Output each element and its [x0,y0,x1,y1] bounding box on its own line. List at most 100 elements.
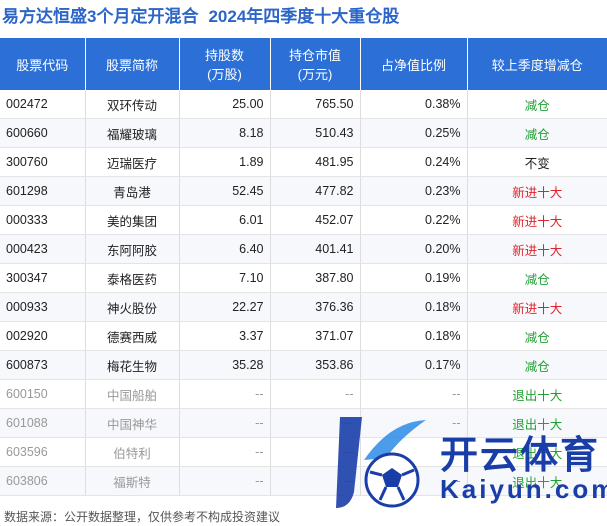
cell-name: 伯特利 [85,437,180,467]
cell-shares: 6.01 [179,205,271,235]
cell-value: 477.82 [270,176,361,206]
cell-change: 退出十大 [467,379,607,409]
cell-name: 福斯特 [85,466,180,496]
soccer-ball-k-logo-icon [336,417,426,508]
cell-value: 452.07 [270,205,361,235]
column-header: 持仓市值 (万元) [270,38,361,90]
cell-name: 美的集团 [85,205,180,235]
cell-shares: -- [179,466,271,496]
cell-value: 376.36 [270,292,361,322]
cell-ratio: 0.25% [360,118,468,148]
cell-ratio: 0.19% [360,263,468,293]
cell-value: 387.80 [270,263,361,293]
cell-code: 000933 [0,292,86,322]
cell-value: 401.41 [270,234,361,264]
column-header: 占净值比例 [360,38,468,90]
cell-ratio: 0.18% [360,321,468,351]
brand-name-cn: 开云体育 [440,435,601,477]
table-row: 600660 福耀玻璃 8.18 510.43 0.25% 减仓 [0,118,607,148]
table-row: 002920 德赛西威 3.37 371.07 0.18% 减仓 [0,321,607,351]
cell-name: 青岛港 [85,176,180,206]
table-row: 600150 中国船舶 -- -- -- 退出十大 [0,379,607,409]
cell-name: 双环传动 [85,90,180,119]
cell-shares: 8.18 [179,118,271,148]
cell-ratio: 0.17% [360,350,468,380]
cell-change: 退出十大 [467,437,607,467]
cell-name: 神火股份 [85,292,180,322]
cell-value: -- [270,379,361,409]
cell-name: 德赛西威 [85,321,180,351]
table-row: 000423 东阿阿胶 6.40 401.41 0.20% 新进十大 [0,234,607,264]
cell-change: 新进十大 [467,176,607,206]
cell-ratio: 0.18% [360,292,468,322]
cell-ratio: 0.24% [360,147,468,177]
table-row: 300347 泰格医药 7.10 387.80 0.19% 减仓 [0,263,607,293]
cell-change: 退出十大 [467,466,607,496]
cell-shares: -- [179,408,271,438]
cell-shares: 25.00 [179,90,271,119]
cell-name: 东阿阿胶 [85,234,180,264]
cell-ratio: -- [360,408,468,438]
cell-code: 002920 [0,321,86,351]
cell-shares: -- [179,437,271,467]
data-source-note: 数据来源：公开数据整理，仅供参考不构成投资建议 [4,510,281,524]
cell-shares: 52.45 [179,176,271,206]
cell-code: 603806 [0,466,86,496]
cell-code: 600150 [0,379,86,409]
cell-code: 600660 [0,118,86,148]
cell-code: 000423 [0,234,86,264]
cell-code: 600873 [0,350,86,380]
cell-ratio: 0.38% [360,90,468,119]
column-header: 持股数 (万股) [179,38,271,90]
cell-change: 减仓 [467,321,607,351]
cell-shares: -- [179,379,271,409]
cell-code: 601088 [0,408,86,438]
cell-name: 迈瑞医疗 [85,147,180,177]
cell-code: 603596 [0,437,86,467]
cell-value: 371.07 [270,321,361,351]
cell-code: 002472 [0,90,86,119]
cell-change: 新进十大 [467,234,607,264]
cell-name: 梅花生物 [85,350,180,380]
cell-shares: 6.40 [179,234,271,264]
cell-code: 300347 [0,263,86,293]
cell-change: 不变 [467,147,607,177]
cell-code: 300760 [0,147,86,177]
cell-ratio: 0.23% [360,176,468,206]
cell-change: 减仓 [467,118,607,148]
cell-shares: 7.10 [179,263,271,293]
table-row: 002472 双环传动 25.00 765.50 0.38% 减仓 [0,90,607,119]
cell-value: 353.86 [270,350,361,380]
cell-value: 510.43 [270,118,361,148]
table-row: 300760 迈瑞医疗 1.89 481.95 0.24% 不变 [0,147,607,177]
cell-code: 601298 [0,176,86,206]
cell-change: 减仓 [467,350,607,380]
fund-name: 易方达恒盛3个月定开混合 [2,7,199,26]
brand-watermark: 开云体育 Kaiyun.com [330,412,607,512]
column-header: 股票简称 [85,38,180,90]
cell-shares: 3.37 [179,321,271,351]
cell-change: 新进十大 [467,205,607,235]
table-header-row: 股票代码 股票简称 持股数 (万股) 持仓市值 (万元) 占净值比例 较上季度增减仓 [0,38,607,90]
holdings-table: 股票代码 股票简称 持股数 (万股) 持仓市值 (万元) 占净值比例 较上季度增减仓 0024… [0,38,607,496]
cell-ratio: 0.22% [360,205,468,235]
cell-value: 765.50 [270,90,361,119]
cell-value: 481.95 [270,147,361,177]
page-title: 易方达恒盛3个月定开混合 2024年四季度十大重仓股 [2,2,399,32]
table-body: 002472 双环传动 25.00 765.50 0.38% 减仓 600660 福耀玻璃 8.… [0,90,607,496]
cell-change: 退出十大 [467,408,607,438]
table-row: 601298 青岛港 52.45 477.82 0.23% 新进十大 [0,176,607,206]
cell-name: 中国神华 [85,408,180,438]
table-row: 000933 神火股份 22.27 376.36 0.18% 新进十大 [0,292,607,322]
column-header: 较上季度增减仓 [467,38,607,90]
cell-shares: 35.28 [179,350,271,380]
cell-name: 中国船舶 [85,379,180,409]
cell-ratio: 0.20% [360,234,468,264]
cell-code: 000333 [0,205,86,235]
cell-name: 泰格医药 [85,263,180,293]
brand-name-en: Kaiyun.com [440,474,607,504]
cell-change: 新进十大 [467,292,607,322]
table-row: 000333 美的集团 6.01 452.07 0.22% 新进十大 [0,205,607,235]
cell-shares: 1.89 [179,147,271,177]
